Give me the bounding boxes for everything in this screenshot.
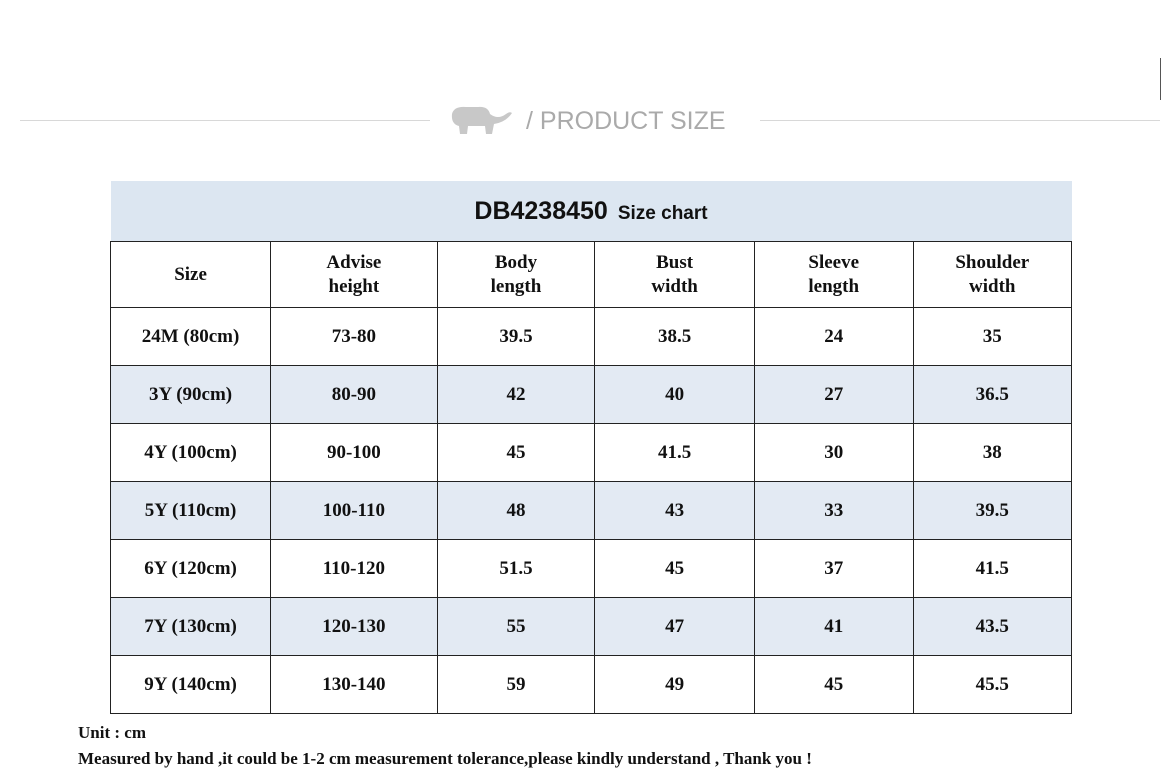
table-cell: 55 [436,597,596,656]
column-header-line: length [490,275,542,297]
column-header-line: height [328,275,380,297]
table-cell: 49 [594,655,755,714]
table-cell: 42 [436,365,596,424]
column-header: Body length [436,241,596,308]
table-cell: 6Y (120cm) [109,539,272,598]
table-cell: 3Y (90cm) [109,365,272,424]
column-header-line: length [808,275,860,297]
table-cell: 59 [436,655,596,714]
section-heading: / PRODUCT SIZE [448,104,726,138]
elephant-icon [451,106,512,134]
table-cell: 35 [912,307,1073,366]
column-header-line: Body [494,251,538,273]
table-cell: 5Y (110cm) [109,481,272,540]
table-cell: 120-130 [270,597,438,656]
product-code: DB4238450 [474,196,608,225]
table-row: 6Y (120cm) 110-120 51.5 45 37 41.5 [109,539,1073,598]
column-header-line: Bust [656,251,694,273]
table-cell: 80-90 [270,365,438,424]
table-title: DB4238450 Size chart [110,181,1072,242]
table-cell: 41 [753,597,914,656]
table-row: 3Y (90cm) 80-90 42 40 27 36.5 [109,365,1073,424]
size-chart-table: DB4238450 Size chart Size Advise height Body… [109,181,1073,714]
table-cell: 47 [594,597,755,656]
table-row: 9Y (140cm) 130-140 59 49 45 45.5 [109,655,1073,714]
table-cell: 73-80 [270,307,438,366]
header-row: Size Advise height Body length Bust width Sleev… [109,241,1073,308]
table-cell: 37 [753,539,914,598]
table-cell: 45 [436,423,596,482]
divider-right [760,120,1160,121]
table-cell: 41.5 [912,539,1073,598]
column-header-line: Size [174,263,207,285]
table-cell: 40 [594,365,755,424]
table-subtitle: Size chart [617,202,708,224]
table-cell: 30 [753,423,914,482]
column-header: Size [109,241,272,308]
tolerance-note: Measured by hand ,it could be 1-2 cm mea… [78,749,812,768]
table-cell: 45.5 [912,655,1073,714]
table-row: 4Y (100cm) 90-100 45 41.5 30 38 [109,423,1073,482]
column-header: Shoulder width [912,241,1073,308]
table-cell: 38 [912,423,1073,482]
divider-left [20,120,430,121]
column-header-line: Advise [326,251,382,273]
table-cell: 45 [594,539,755,598]
table-cell: 43.5 [912,597,1073,656]
table-cell: 48 [436,481,596,540]
column-header: Bust width [594,241,755,308]
table-cell: 39.5 [912,481,1073,540]
window-edge [1160,58,1161,100]
table-row: 5Y (110cm) 100-110 48 43 33 39.5 [109,481,1073,540]
table-cell: 27 [753,365,914,424]
table-cell: 38.5 [594,307,755,366]
unit-note: Unit : cm [78,723,146,742]
table-cell: 24 [753,307,914,366]
table-cell: 33 [753,481,914,540]
table-cell: 24M (80cm) [109,307,272,366]
table-row: 24M (80cm) 73-80 39.5 38.5 24 35 [109,307,1073,366]
table-cell: 110-120 [270,539,438,598]
table-cell: 45 [753,655,914,714]
table-cell: 4Y (100cm) [109,423,272,482]
table-cell: 100-110 [270,481,438,540]
table-cell: 39.5 [436,307,596,366]
column-header-line: width [969,275,1016,297]
table-cell: 51.5 [436,539,596,598]
table-cell: 7Y (130cm) [109,597,272,656]
notes: Unit : cm Measured by hand ,it could be … [78,720,812,772]
column-header-line: width [651,275,698,297]
table-row: 7Y (130cm) 120-130 55 47 41 43.5 [109,597,1073,656]
column-header-line: Shoulder [955,251,1030,273]
column-header: Advise height [270,241,438,308]
table-cell: 41.5 [594,423,755,482]
column-header-line: Sleeve [808,251,860,273]
table-cell: 130-140 [270,655,438,714]
table-cell: 43 [594,481,755,540]
table-cell: 9Y (140cm) [109,655,272,714]
table-cell: 36.5 [912,365,1073,424]
column-header: Sleeve length [753,241,914,308]
table-cell: 90-100 [270,423,438,482]
